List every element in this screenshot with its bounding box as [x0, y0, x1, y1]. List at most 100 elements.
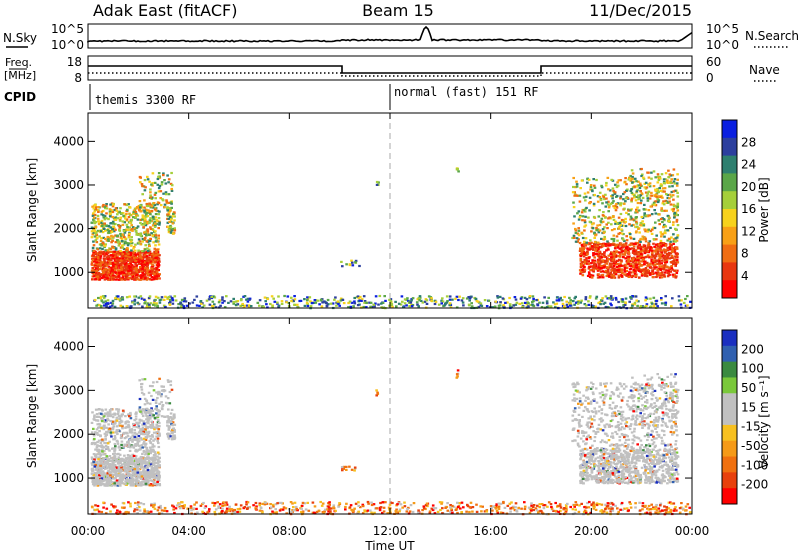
echo-cell	[149, 226, 152, 229]
echo-cell	[629, 271, 633, 274]
echo-cell	[588, 296, 592, 299]
echo-cell	[125, 210, 128, 213]
echo-cell	[109, 231, 112, 234]
echo-cell	[138, 482, 142, 485]
echo-cell	[138, 278, 141, 281]
echo-cell	[669, 270, 672, 273]
echo-cell	[141, 216, 145, 219]
echo-cell	[136, 479, 139, 482]
echo-cell	[584, 210, 587, 213]
echo-cell	[101, 482, 105, 485]
echo-cell	[110, 241, 113, 244]
echo-cell	[632, 251, 635, 254]
echo-cell	[156, 471, 159, 474]
echo-cell	[116, 217, 120, 220]
echo-cell	[618, 259, 622, 262]
echo-cell	[578, 216, 582, 219]
echo-cell	[531, 295, 535, 298]
echo-cell	[171, 215, 175, 218]
echo-cell	[182, 305, 185, 308]
echo-cell	[448, 302, 452, 305]
echo-cell	[571, 236, 574, 240]
echo-cell	[600, 243, 603, 246]
echo-cell	[154, 472, 157, 475]
echo-cell	[518, 302, 521, 305]
echo-cell	[668, 266, 671, 269]
echo-cell	[441, 297, 444, 300]
echo-cell	[631, 186, 635, 189]
echo-cell	[128, 468, 132, 471]
echo-cell	[90, 226, 94, 229]
echo-cell	[155, 239, 158, 242]
echo-cell	[614, 204, 617, 207]
echo-cell	[607, 188, 610, 191]
nave-label: Nave	[749, 63, 780, 77]
echo-cell	[606, 203, 610, 206]
echo-cell	[362, 305, 366, 309]
echo-cell	[146, 269, 150, 272]
echo-cell	[667, 237, 671, 240]
echo-cell	[675, 213, 678, 216]
echo-cell	[169, 220, 173, 223]
echo-cell	[109, 222, 112, 225]
echo-cell	[640, 254, 643, 257]
echo-cell	[525, 303, 529, 306]
echo-cell	[659, 195, 662, 199]
echo-cell	[627, 262, 630, 265]
echo-cell	[147, 476, 151, 479]
echo-cell	[617, 275, 621, 278]
echo-cell	[145, 234, 148, 237]
echo-cell	[193, 298, 196, 301]
echo-cell	[136, 465, 140, 468]
echo-cell	[590, 276, 594, 279]
echo-cell	[671, 268, 674, 271]
echo-cell	[146, 211, 149, 215]
echo-cell	[596, 253, 599, 256]
echo-cell	[120, 475, 123, 478]
echo-cell	[351, 264, 355, 267]
echo-cell	[105, 426, 108, 429]
echo-cell	[130, 242, 134, 245]
echo-cell	[139, 276, 143, 279]
echo-cell	[118, 269, 122, 272]
echo-cell	[656, 247, 660, 251]
echo-cell	[148, 250, 152, 253]
echo-cell	[589, 269, 592, 272]
echo-cell	[92, 216, 96, 219]
echo-cell	[143, 209, 146, 212]
echo-cell	[525, 306, 529, 309]
echo-cell	[347, 306, 350, 309]
echo-cell	[158, 456, 161, 460]
echo-cell	[604, 242, 607, 245]
echo-cell	[606, 227, 609, 230]
echo-cell	[159, 204, 163, 207]
echo-cell	[497, 304, 501, 307]
echo-cell	[141, 260, 144, 263]
echo-cell	[629, 295, 632, 299]
echo-cell	[593, 242, 596, 245]
echo-cell	[117, 456, 121, 459]
echo-cell	[595, 268, 599, 271]
echo-cell	[675, 275, 678, 278]
echo-cell	[147, 256, 151, 259]
echo-cell	[141, 268, 144, 271]
echo-cell	[675, 184, 679, 187]
echo-cell	[113, 463, 117, 467]
echo-cell	[112, 266, 115, 269]
echo-cell	[586, 262, 589, 265]
echo-cell	[153, 467, 157, 470]
echo-cell	[137, 260, 140, 263]
power-heatmap	[90, 167, 692, 310]
echo-cell	[599, 267, 603, 270]
echo-cell	[628, 223, 631, 226]
echo-cell	[673, 251, 677, 254]
echo-cell	[106, 249, 110, 252]
echo-cell	[149, 273, 152, 277]
echo-cell	[158, 299, 162, 302]
echo-cell	[621, 250, 624, 253]
echo-cell	[639, 182, 642, 185]
echo-cell	[669, 203, 673, 206]
echo-cell	[684, 304, 688, 307]
echo-cell	[608, 216, 611, 219]
echo-cell	[634, 260, 638, 263]
